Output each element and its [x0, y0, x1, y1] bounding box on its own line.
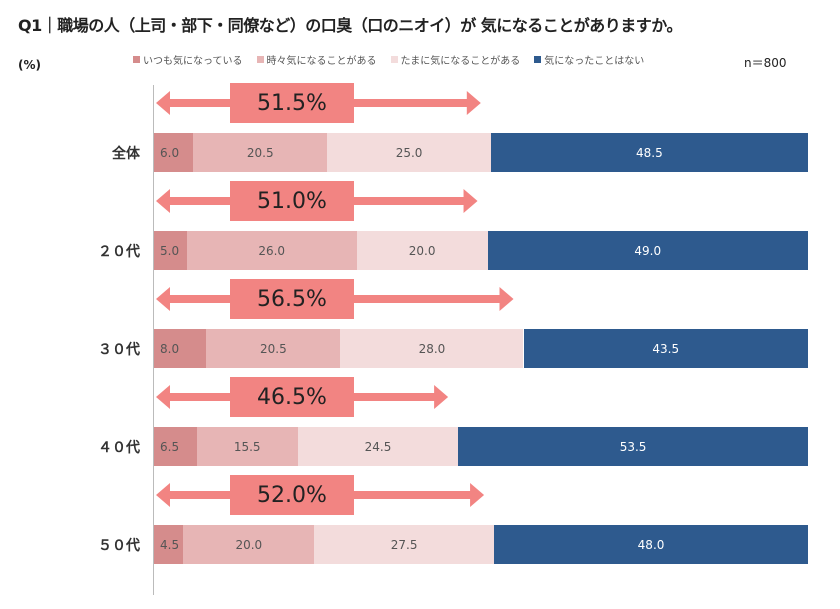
- legend-swatch: [534, 56, 542, 63]
- bar-segment: 28.0: [340, 329, 524, 368]
- bar-segment: 48.0: [494, 525, 808, 564]
- category-label: ３０代: [98, 342, 140, 358]
- callout-label: 51.0%: [230, 181, 354, 221]
- bar-segment: 27.5: [314, 525, 495, 564]
- legend-label: 時々気になることがある: [266, 56, 377, 67]
- callout-label: 56.5%: [230, 279, 354, 319]
- bar-segment: 26.0: [186, 231, 357, 270]
- category-label: 全体: [112, 146, 140, 162]
- bar-segment: 20.5: [206, 329, 341, 368]
- callout-label: 52.0%: [230, 475, 354, 515]
- sample-size: n＝800: [744, 56, 787, 70]
- legend-item: 気になったことはない: [534, 52, 644, 67]
- bar-segment: 6.0: [154, 133, 194, 172]
- bar-segment: 20.0: [183, 525, 315, 564]
- bar-segment: 25.0: [327, 133, 491, 172]
- legend-label: いつも気になっている: [143, 56, 243, 67]
- bar-segment: 53.5: [458, 427, 808, 466]
- legend-item: いつも気になっている: [133, 52, 243, 67]
- bar-segment: 5.0: [154, 231, 187, 270]
- bar-segment: 15.5: [196, 427, 298, 466]
- legend-swatch: [390, 56, 398, 63]
- legend-item: 時々気になることがある: [256, 52, 377, 67]
- y-axis-line: [153, 85, 154, 595]
- bar-segment: 4.5: [154, 525, 184, 564]
- legend-swatch: [256, 56, 264, 63]
- category-label: ２０代: [98, 244, 140, 260]
- callout-label: 46.5%: [230, 377, 354, 417]
- category-label: ５０代: [98, 538, 140, 554]
- bar-segment: 8.0: [154, 329, 207, 368]
- bar-segment: 48.5: [490, 133, 808, 172]
- unit-label: (%): [18, 58, 41, 72]
- legend-item: たまに気になることがある: [390, 52, 521, 67]
- bar-segment: 6.5: [154, 427, 197, 466]
- chart-title: Q1｜職場の人（上司・部下・同僚など）の口臭（口のニオイ）が 気になることがあり…: [18, 16, 683, 35]
- bar-segment: 20.5: [193, 133, 328, 172]
- bar-segment: 20.0: [356, 231, 488, 270]
- category-label: ４０代: [98, 440, 140, 456]
- legend-swatch: [133, 56, 140, 63]
- bar-segment: 43.5: [523, 329, 808, 368]
- bar-segment: 24.5: [297, 427, 459, 466]
- legend-label: たまに気になることがある: [400, 56, 521, 67]
- bar-segment: 49.0: [487, 231, 808, 270]
- legend-label: 気になったことはない: [544, 56, 645, 67]
- legend: いつも気になっている 時々気になることがある たまに気になることがある 気になったこと…: [133, 52, 644, 67]
- callout-label: 51.5%: [230, 83, 354, 123]
